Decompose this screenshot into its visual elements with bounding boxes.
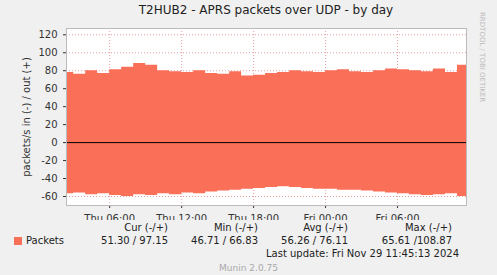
svg-text:-20: -20	[41, 155, 57, 166]
svg-text:-40: -40	[41, 173, 57, 184]
svg-text:-60: -60	[41, 191, 57, 202]
html-text:Packets: Packets	[26, 235, 64, 246]
svg-text:80: 80	[45, 65, 58, 76]
html-text:RRDTOOL / TOBI OETIKER: RRDTOOL / TOBI OETIKER	[478, 12, 486, 103]
html-text:Avg (-/+): Avg (-/+)	[303, 222, 348, 233]
svg-text:packets/s in (-) / out (+): packets/s in (-) / out (+)	[21, 57, 32, 177]
svg-text:Thu 18:00: Thu 18:00	[227, 213, 279, 220]
svg-text:20: 20	[45, 119, 58, 130]
svg-text:Thu 12:00: Thu 12:00	[155, 213, 207, 220]
html-text:T2HUB2 - APRS packets over UDP: T2HUB2 - APRS packets over UDP - by day	[138, 3, 394, 17]
html-text:Munin 2.0.75: Munin 2.0.75	[219, 263, 278, 273]
html-text:51.30 / 97.15: 51.30 / 97.15	[101, 235, 168, 246]
html-text:Last update: Fri Nov 29 11:45:: Last update: Fri Nov 29 11:45:13 2024	[266, 248, 459, 259]
html-text:65.61 /108.87: 65.61 /108.87	[381, 235, 452, 246]
html-text:Min (-/+): Min (-/+)	[213, 222, 258, 233]
svg-text:Fri 06:00: Fri 06:00	[376, 213, 420, 220]
svg-text:0: 0	[51, 137, 57, 148]
svg-text:120: 120	[38, 29, 57, 40]
svg-text:40: 40	[45, 101, 58, 112]
svg-text:100: 100	[38, 47, 57, 58]
html-text:Max (-/+): Max (-/+)	[405, 222, 452, 233]
html-text:Cur (-/+): Cur (-/+)	[124, 222, 168, 233]
html-text:56.26 / 76.11: 56.26 / 76.11	[281, 235, 348, 246]
html-text:46.71 / 66.83: 46.71 / 66.83	[191, 235, 258, 246]
svg-text:60: 60	[45, 83, 58, 94]
svg-text:Fri 00:00: Fri 00:00	[304, 213, 348, 220]
svg-text:Thu 06:00: Thu 06:00	[83, 213, 135, 220]
